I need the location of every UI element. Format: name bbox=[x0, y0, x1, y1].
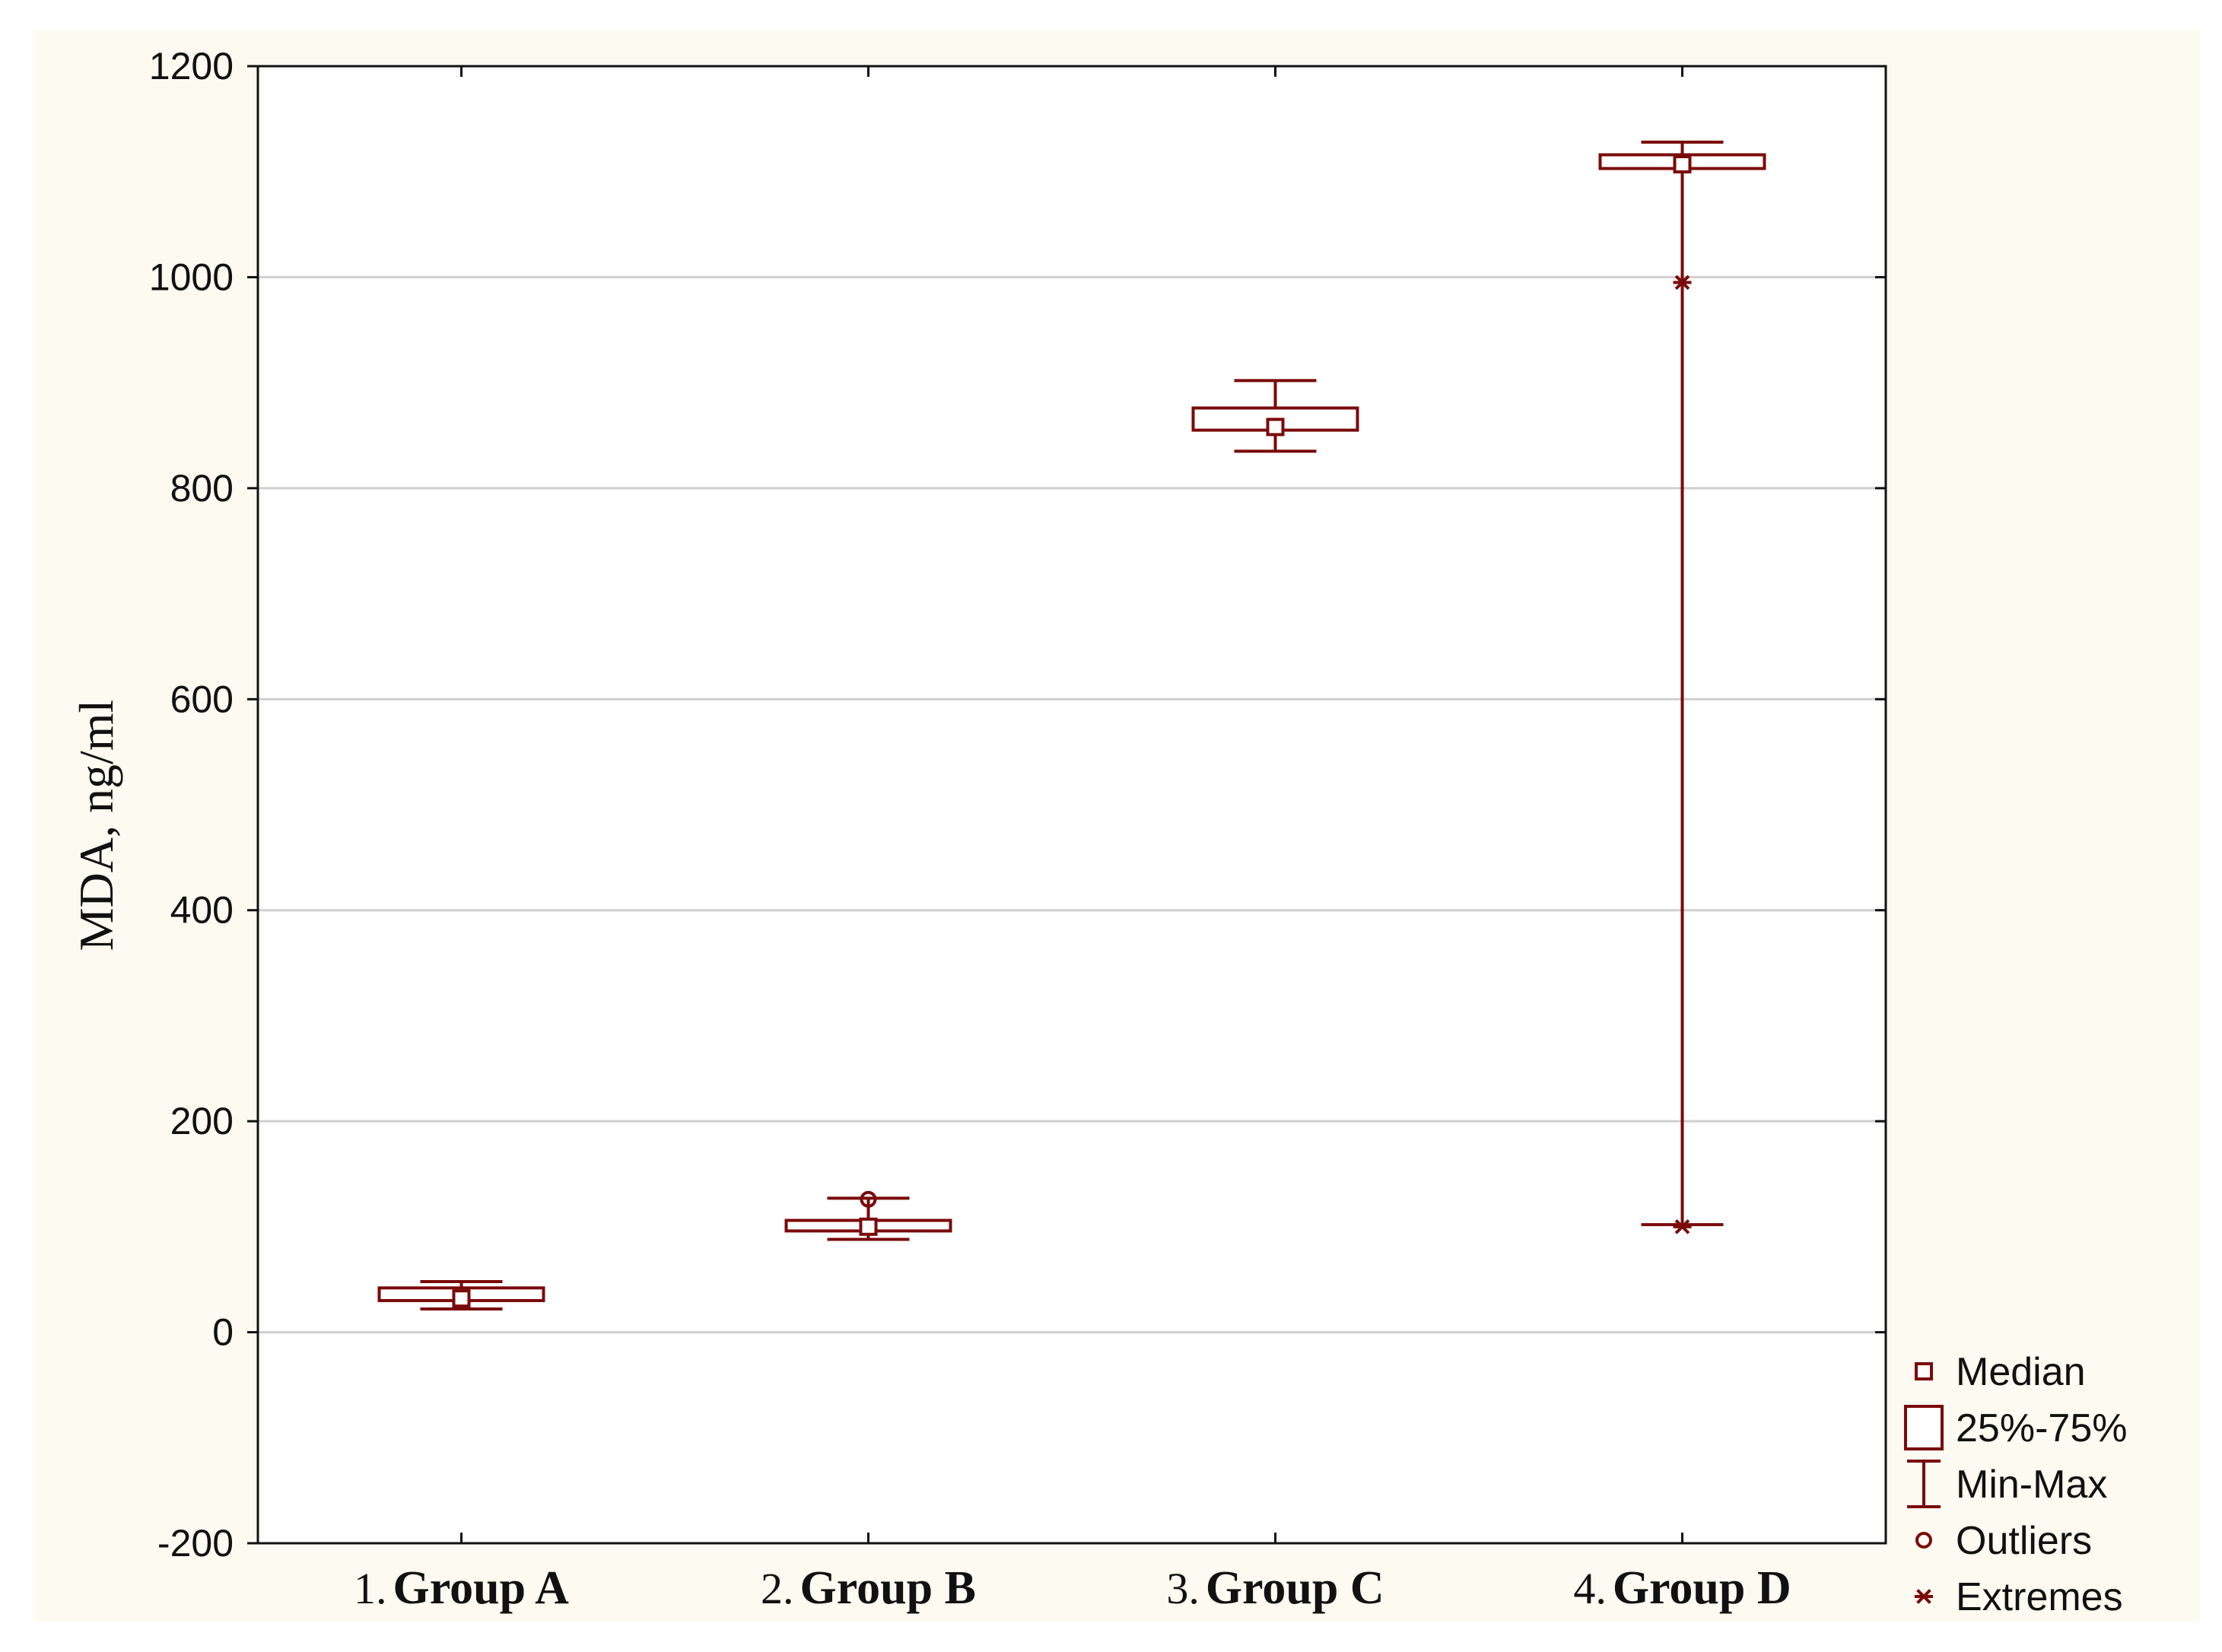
legend: Median 25%-75% Min-Max Outliers Extremes bbox=[1904, 1350, 2127, 1619]
median-marker bbox=[1266, 418, 1285, 437]
legend-extreme-icon bbox=[1915, 1589, 1933, 1604]
extreme-point bbox=[1673, 275, 1692, 291]
extreme-stroke bbox=[1674, 1219, 1690, 1234]
category-number: 4. bbox=[1573, 1564, 1607, 1613]
legend-label: Min-Max bbox=[1956, 1463, 2107, 1507]
plot-frame bbox=[256, 65, 1887, 1545]
plot-area bbox=[258, 66, 1886, 1543]
y-tick-label: 400 bbox=[170, 889, 234, 932]
legend-outlier-icon bbox=[1915, 1532, 1932, 1549]
y-tick-label: 0 bbox=[212, 1311, 234, 1354]
legend-item: Min-Max bbox=[1907, 1460, 2107, 1508]
category-name: Group C bbox=[1206, 1562, 1384, 1614]
median-marker bbox=[1673, 155, 1692, 174]
x-tick-label: 2. Group B bbox=[761, 1562, 976, 1614]
box-group bbox=[1191, 379, 1359, 453]
legend-item: Outliers bbox=[1915, 1519, 2092, 1563]
box-group bbox=[1598, 140, 1766, 1234]
y-tick-label: -200 bbox=[157, 1522, 234, 1565]
legend-item: Extremes bbox=[1915, 1575, 2123, 1619]
y-tick-label: 800 bbox=[170, 467, 234, 510]
category-name: Group A bbox=[393, 1562, 570, 1614]
box-series bbox=[377, 140, 1766, 1311]
legend-whisker-icon bbox=[1907, 1460, 1941, 1508]
box-group bbox=[784, 1190, 952, 1241]
median-marker bbox=[452, 1289, 471, 1308]
legend-label: Outliers bbox=[1956, 1519, 2092, 1563]
y-axis: -200 0 200 400 600 800 1000 1200 bbox=[149, 45, 1886, 1565]
category-name: Group B bbox=[800, 1562, 976, 1614]
legend-item: 25%-75% bbox=[1904, 1405, 2127, 1450]
outlier-point bbox=[860, 1190, 877, 1208]
extreme-point bbox=[1673, 1219, 1692, 1234]
y-tick-label: 600 bbox=[170, 678, 234, 720]
category-name: Group D bbox=[1613, 1562, 1791, 1614]
category-number: 3. bbox=[1166, 1564, 1200, 1613]
y-tick-label: 200 bbox=[170, 1100, 234, 1142]
gridlines bbox=[258, 275, 1886, 1334]
x-tick-label: 4. Group D bbox=[1573, 1562, 1791, 1614]
legend-median-icon bbox=[1915, 1362, 1933, 1380]
y-tick-label: 1200 bbox=[149, 45, 234, 87]
x-tick-label: 3. Group C bbox=[1166, 1562, 1384, 1614]
legend-label: Median bbox=[1956, 1350, 2086, 1394]
legend-item: Median bbox=[1915, 1350, 2086, 1394]
x-axis: 1. Group A 2. Group B 3. Group C 4. Group D bbox=[354, 66, 1791, 1614]
y-tick-label: 1000 bbox=[149, 256, 234, 298]
category-number: 1. bbox=[354, 1564, 387, 1613]
legend-extreme-stroke bbox=[1916, 1589, 1931, 1604]
y-axis-title: MDA, ng/ml bbox=[69, 700, 123, 951]
x-tick-label: 1. Group A bbox=[354, 1562, 569, 1614]
category-number: 2. bbox=[761, 1564, 794, 1613]
legend-box-icon bbox=[1904, 1405, 1944, 1450]
legend-label: Extremes bbox=[1956, 1575, 2123, 1619]
median-marker bbox=[859, 1217, 878, 1236]
box-group bbox=[377, 1279, 545, 1311]
legend-label: 25%-75% bbox=[1956, 1406, 2127, 1450]
extreme-stroke bbox=[1674, 275, 1690, 291]
